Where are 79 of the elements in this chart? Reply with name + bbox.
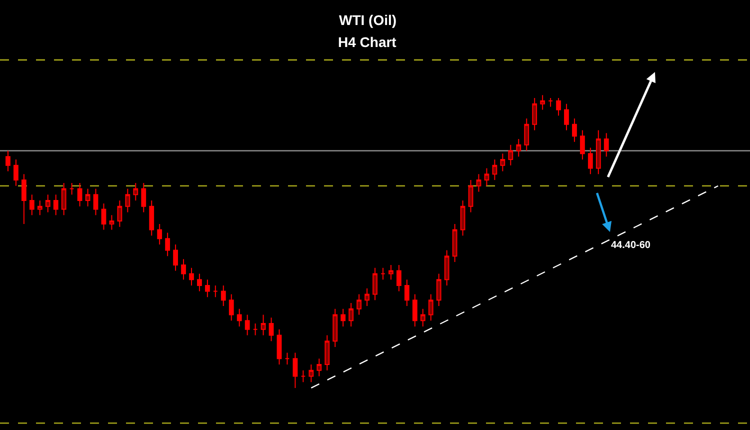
- candlestick: [236, 308, 242, 327]
- candlestick: [141, 182, 146, 213]
- candlestick: [189, 267, 194, 286]
- candlestick: [284, 352, 290, 366]
- candlestick: [412, 294, 418, 327]
- candlestick: [468, 180, 474, 213]
- candlestick: [117, 200, 122, 228]
- candlestick: [228, 294, 234, 322]
- candlestick: [492, 159, 498, 181]
- candlestick: [580, 130, 585, 160]
- candlestick: [524, 118, 530, 152]
- candlestick: [244, 314, 250, 336]
- candlestick: [173, 244, 178, 272]
- candlestick: [428, 294, 434, 322]
- candlestick: [372, 267, 378, 301]
- candlestick: [556, 98, 561, 116]
- candlestick: [308, 364, 314, 383]
- candlestick: [29, 194, 34, 216]
- candlestick: [276, 328, 282, 366]
- candlestick: [388, 264, 394, 280]
- candlestick: [532, 98, 538, 131]
- candlestick: [61, 182, 66, 216]
- candlestick: [101, 202, 106, 230]
- candlestick: [404, 279, 410, 306]
- candlestick: [133, 182, 138, 202]
- candlestick: [500, 153, 506, 172]
- candlestick: [348, 302, 354, 327]
- candlestick: [340, 308, 346, 327]
- candlestick: [436, 273, 442, 306]
- candlestick: [396, 264, 402, 292]
- candlestick: [420, 308, 426, 327]
- candlestick: [197, 273, 202, 292]
- candlestick: [220, 284, 226, 306]
- candlestick: [564, 103, 569, 131]
- candlestick: [460, 200, 466, 236]
- candlestick: [300, 370, 306, 383]
- candlestick: [260, 314, 266, 336]
- candlestick: [85, 188, 90, 207]
- candlestick: [380, 267, 386, 280]
- candlestick: [508, 144, 514, 166]
- candlestick: [588, 147, 593, 175]
- candlestick: [69, 182, 74, 196]
- candlestick: [252, 323, 258, 336]
- candlestick: [181, 258, 186, 280]
- candlestick: [572, 118, 577, 142]
- candlestick: [204, 279, 210, 298]
- candlestick: [149, 200, 154, 236]
- chart-subtitle: H4 Chart: [338, 34, 397, 50]
- candlestick: [109, 214, 114, 230]
- candlestick: [604, 132, 609, 158]
- candlestick: [14, 159, 18, 186]
- candlestick: [484, 168, 490, 186]
- candlestick: [157, 223, 162, 245]
- candlestick: [93, 188, 98, 216]
- candlestick: [6, 150, 10, 172]
- candlestick: [540, 94, 546, 110]
- candlestick: [316, 358, 322, 377]
- annotation: 44.40-60: [611, 240, 651, 251]
- candlestick: [516, 138, 522, 158]
- candlestick: [332, 308, 338, 348]
- candlestick: [596, 130, 601, 175]
- chart-title: WTI (Oil): [339, 12, 397, 28]
- candlestick: [45, 194, 50, 213]
- candlestick: [364, 288, 370, 306]
- candlestick: [444, 250, 450, 286]
- candlestick: [356, 294, 362, 316]
- candlestick: [125, 188, 130, 213]
- candlestick: [212, 284, 218, 298]
- candlestick: [165, 232, 170, 257]
- candlestick: [268, 317, 274, 342]
- candlestick: [21, 174, 26, 224]
- candlestick: [77, 182, 82, 207]
- candlestick: [292, 352, 298, 388]
- candlestick: [324, 334, 330, 371]
- candlestick: [37, 200, 42, 216]
- candlestick: [476, 174, 482, 192]
- candlestick: [53, 194, 58, 216]
- candlestick: [452, 223, 458, 263]
- candlestick: [548, 98, 553, 108]
